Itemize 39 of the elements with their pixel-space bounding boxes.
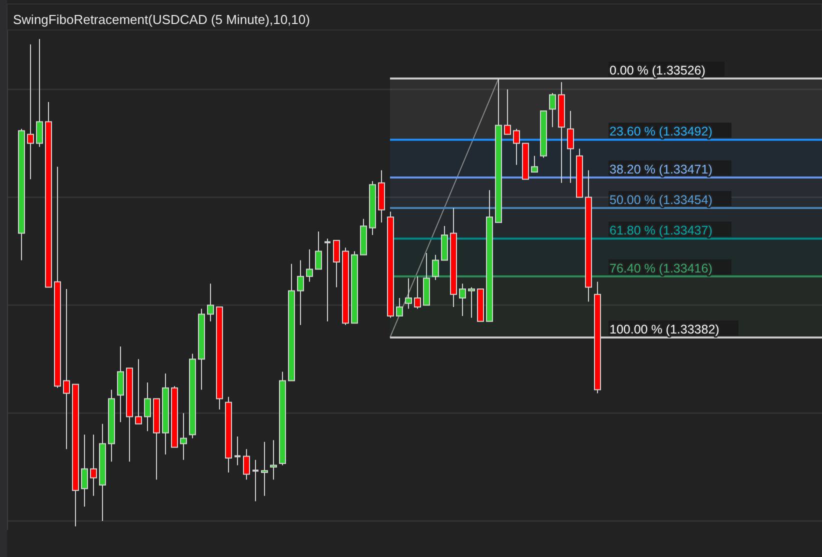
candlestick bbox=[468, 286, 475, 318]
candlestick bbox=[27, 44, 34, 180]
candlestick bbox=[81, 434, 88, 508]
candlestick bbox=[180, 412, 187, 460]
candlestick bbox=[567, 110, 574, 184]
ref-line-label: 23.60 % (1.33492) bbox=[610, 124, 712, 139]
candlestick bbox=[513, 128, 520, 166]
chart-title: SwingFiboRetracement(USDCAD (5 Minute),10,10) bbox=[13, 12, 310, 27]
candlestick bbox=[36, 38, 43, 148]
candlestick bbox=[405, 278, 412, 310]
candlestick bbox=[207, 283, 214, 322]
candlestick bbox=[261, 441, 268, 496]
candlestick bbox=[90, 434, 97, 496]
ref-line-label: 0.00 % (1.33526) bbox=[610, 64, 706, 78]
candlestick bbox=[549, 92, 556, 128]
candlestick bbox=[144, 382, 151, 432]
candlestick bbox=[306, 248, 313, 282]
candlestick bbox=[297, 260, 304, 326]
ref-line-label: 38.20 % (1.33471) bbox=[610, 162, 712, 176]
candlestick bbox=[234, 436, 240, 466]
candlestick bbox=[414, 276, 421, 310]
candlestick bbox=[252, 459, 258, 502]
candlestick bbox=[63, 288, 70, 450]
candlestick bbox=[243, 448, 250, 480]
candlestick bbox=[432, 254, 439, 280]
ref-line-label: 100.00 % (1.33382) bbox=[610, 322, 720, 337]
candlestick bbox=[531, 155, 538, 173]
ref-line-label: 61.80 % (1.33437) bbox=[610, 224, 712, 238]
candlestick bbox=[396, 297, 403, 316]
candlestick bbox=[459, 283, 466, 316]
ref-line-label: 76.40 % (1.33416) bbox=[610, 261, 712, 276]
candlestick bbox=[324, 238, 330, 322]
candlestick bbox=[315, 230, 322, 270]
ref-line-label: 50.00 % (1.33454) bbox=[610, 193, 712, 208]
candlestick bbox=[117, 346, 124, 423]
candlestick bbox=[504, 88, 511, 135]
candlestick bbox=[333, 240, 340, 288]
candlestick bbox=[135, 358, 142, 424]
candlestick bbox=[270, 440, 277, 480]
